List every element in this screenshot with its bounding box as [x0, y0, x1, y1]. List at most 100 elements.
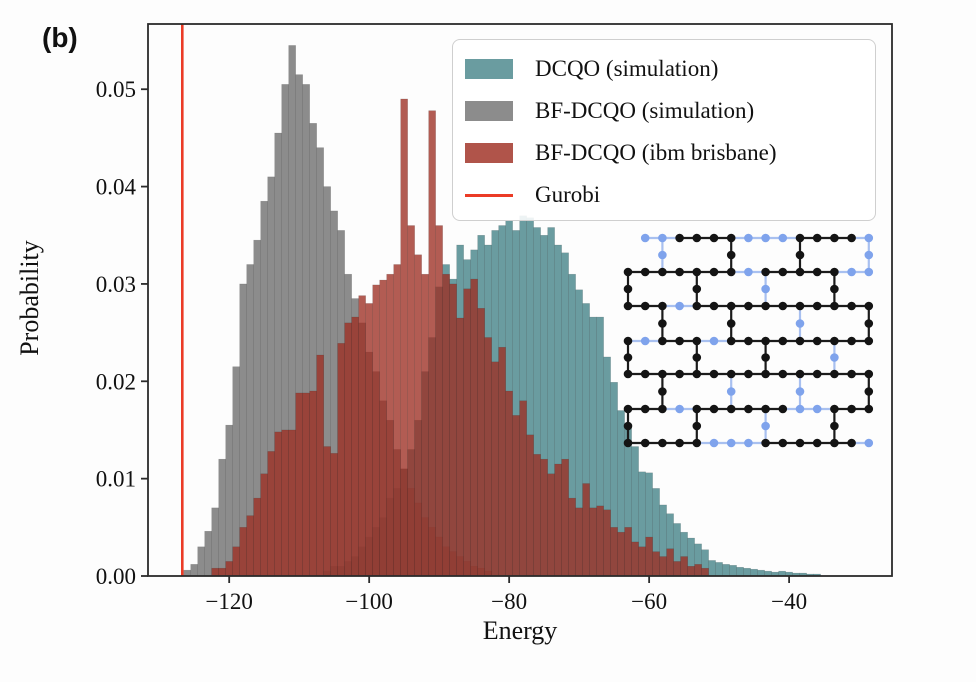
lattice-node — [623, 421, 633, 431]
lattice-node — [623, 353, 633, 362]
histogram-bar — [673, 561, 681, 577]
lattice-node — [778, 301, 788, 311]
lattice-node — [795, 233, 805, 243]
histogram-bar — [575, 507, 583, 577]
axes-frame — [147, 23, 893, 577]
lattice-node — [864, 336, 874, 346]
histogram-bar — [694, 564, 702, 577]
lattice-node — [692, 404, 702, 414]
lattice-node — [709, 369, 719, 379]
legend-swatch-bfdcqo-ibm-brisbane — [465, 143, 513, 163]
histogram-bar — [540, 458, 548, 577]
lattice-node — [675, 336, 684, 346]
x-axis-label: Energy — [482, 616, 558, 645]
histogram-bar — [708, 560, 716, 577]
lattice-node — [640, 404, 650, 414]
lattice-node — [658, 319, 667, 328]
lattice-node — [761, 369, 770, 379]
histogram-bar — [309, 390, 317, 577]
lattice-node — [830, 301, 839, 311]
histogram-bar — [211, 507, 219, 577]
histogram-bar — [596, 505, 604, 577]
histogram-bar — [652, 551, 660, 577]
x-tick-label: −100 — [345, 589, 392, 614]
histogram-bar — [561, 458, 569, 577]
lattice-node — [744, 404, 753, 414]
lattice-node — [692, 284, 702, 294]
lattice-node — [761, 336, 770, 346]
lattice-node — [640, 267, 650, 277]
lattice-node-blue — [847, 267, 856, 277]
lattice-node-blue — [726, 438, 736, 448]
lattice-node-blue — [640, 233, 650, 243]
histogram-bar — [617, 531, 625, 577]
histogram-bar — [463, 288, 471, 577]
lattice-node — [761, 353, 770, 362]
lattice-node — [623, 267, 633, 277]
histogram-bar — [505, 390, 513, 577]
lattice-node-blue — [761, 284, 770, 294]
lattice-node-blue — [640, 336, 650, 346]
lattice-node — [692, 301, 702, 311]
histogram-bar — [204, 530, 212, 577]
histogram-bar — [589, 507, 597, 577]
lattice-node — [761, 404, 770, 414]
histogram-bar — [736, 566, 744, 577]
lattice-node — [864, 387, 874, 396]
lattice-node — [847, 233, 856, 243]
legend-swatch-dcqo-simulation — [465, 59, 513, 79]
histogram-bar — [456, 317, 464, 577]
legend-item-dcqo-simulation: DCQO (simulation) — [465, 48, 875, 90]
legend-swatch-gurobi-line — [465, 193, 513, 197]
histogram-bar — [428, 110, 436, 577]
lattice-node — [761, 301, 770, 311]
lattice-node-blue — [744, 438, 753, 448]
lattice-node — [658, 267, 667, 277]
histogram-bar — [218, 567, 226, 577]
lattice-node-blue — [675, 404, 684, 414]
lattice-node — [658, 336, 667, 346]
histogram-bar — [288, 429, 296, 577]
legend-label: Gurobi — [535, 182, 601, 207]
histogram-bar — [638, 546, 646, 577]
lattice-node-blue — [812, 404, 822, 414]
lattice-node — [658, 404, 667, 414]
lattice-node — [658, 387, 667, 396]
histogram-bar — [239, 527, 247, 577]
lattice-node-blue — [778, 233, 788, 243]
lattice-node — [830, 438, 839, 448]
lattice-node — [692, 369, 702, 379]
lattice-node — [726, 336, 736, 346]
histogram-bar — [526, 434, 534, 577]
histogram-bar — [330, 453, 338, 577]
histogram-bar — [421, 273, 429, 577]
lattice-node — [847, 369, 856, 379]
lattice-node — [778, 336, 788, 346]
histogram-bar — [351, 316, 359, 577]
lattice-node — [744, 369, 753, 379]
lattice-node — [778, 438, 788, 448]
histogram-bar — [211, 567, 219, 577]
legend-item-bfdcqo-ibm-brisbane: BF-DCQO (ibm brisbane) — [465, 132, 875, 174]
lattice-node — [761, 438, 770, 448]
lattice-node — [640, 438, 650, 448]
lattice-node — [761, 267, 770, 277]
histogram-bar — [225, 561, 233, 577]
histogram-bar — [519, 400, 527, 577]
histogram-bar — [645, 536, 653, 577]
histogram-bar — [246, 515, 254, 577]
lattice-node — [830, 421, 839, 431]
histogram-bar — [610, 527, 618, 577]
histogram-bar — [568, 497, 576, 577]
legend-label: BF-DCQO (simulation) — [535, 98, 755, 123]
lattice-node — [623, 301, 633, 311]
histogram-bar — [253, 497, 261, 577]
lattice-node — [692, 438, 702, 448]
histogram-bar — [232, 366, 240, 577]
lattice-node — [830, 336, 839, 346]
lattice-node — [726, 369, 736, 379]
lattice-node — [864, 404, 874, 414]
lattice-node-blue — [658, 233, 667, 243]
lattice-node — [692, 267, 702, 277]
